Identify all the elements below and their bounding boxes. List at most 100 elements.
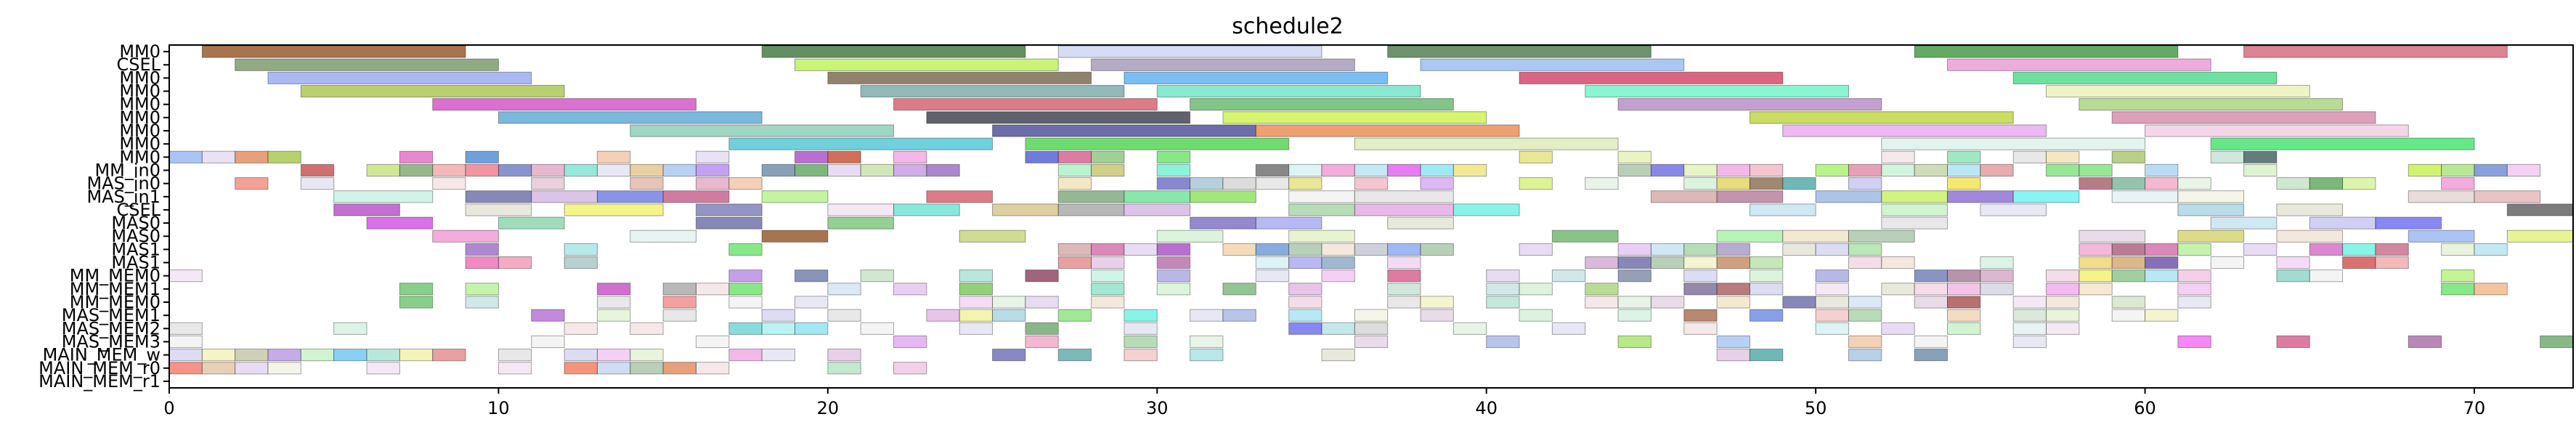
task-bar: [1519, 309, 1553, 322]
row-label: MAS0: [111, 226, 161, 246]
chart-title: schedule2: [1232, 14, 1344, 39]
task-bar: [1420, 177, 1454, 190]
task-bar: [926, 111, 1191, 124]
task-bar: [1354, 335, 1389, 349]
task-bar: [333, 349, 367, 362]
task-bar: [465, 296, 499, 309]
task-bar: [1881, 283, 1915, 296]
task-bar: [2243, 163, 2278, 177]
task-bar: [2276, 230, 2344, 243]
task-bar: [1881, 322, 1915, 335]
task-bar: [630, 177, 664, 190]
task-bar: [1288, 256, 1322, 269]
task-bar: [1255, 256, 1290, 269]
task-bar: [2012, 335, 2047, 349]
task-bar: [497, 256, 532, 269]
x-tick-label: 10: [487, 398, 510, 418]
task-bar: [1190, 309, 1224, 322]
task-bar: [1617, 243, 1651, 256]
task-bar: [761, 45, 1026, 58]
task-bar: [235, 58, 499, 71]
task-bar: [2145, 269, 2179, 283]
task-bar: [2243, 243, 2278, 256]
task-bar: [1124, 349, 1158, 362]
task-bar: [1452, 322, 1487, 335]
task-bar: [728, 243, 763, 256]
task-bar: [2012, 150, 2047, 163]
row-label: MAS0: [111, 213, 161, 233]
task-bar: [1848, 177, 1882, 190]
x-tick-label: 50: [1805, 398, 1827, 418]
task-bar: [959, 309, 994, 322]
task-bar: [1980, 269, 2014, 283]
task-bar: [1683, 243, 1718, 256]
task-bar: [2012, 190, 2080, 203]
task-bar: [1815, 190, 1882, 203]
task-bar: [630, 322, 664, 335]
task-bar: [2506, 163, 2541, 177]
task-bar: [1881, 163, 1915, 177]
task-bar: [2375, 216, 2442, 230]
task-bar: [2046, 269, 2080, 283]
task-bar: [2309, 216, 2376, 230]
task-bar: [1354, 309, 1389, 322]
task-bar: [1025, 335, 1059, 349]
task-bar: [1255, 177, 1290, 190]
x-tick-label: 30: [1146, 398, 1169, 418]
task-bar: [1091, 243, 1125, 256]
task-bar: [1486, 335, 1520, 349]
task-bar: [1057, 190, 1125, 203]
task-bar: [1057, 243, 1092, 256]
task-bar: [2408, 190, 2475, 203]
task-bar: [2210, 137, 2475, 150]
task-bar: [1683, 309, 1718, 322]
task-bar: [1617, 256, 1651, 269]
task-bar: [2111, 177, 2146, 190]
task-bar: [1782, 230, 1849, 243]
task-bar: [1749, 203, 1816, 216]
task-bar: [267, 150, 301, 163]
task-bar: [267, 362, 301, 375]
task-bar: [465, 163, 499, 177]
task-bar: [1387, 256, 1421, 269]
task-bar: [695, 203, 763, 216]
task-bar: [1288, 177, 1322, 190]
task-bar: [1452, 163, 1487, 177]
task-bar: [2177, 296, 2211, 309]
task-bar: [728, 296, 763, 309]
task-bar: [1288, 190, 1355, 203]
task-bar: [1585, 283, 1619, 296]
task-bar: [1519, 283, 1553, 296]
task-bar: [662, 283, 696, 296]
task-bar: [1716, 296, 1750, 309]
task-bar: [1585, 84, 1849, 98]
task-bar: [1156, 230, 1224, 243]
task-bar: [168, 269, 203, 283]
task-bar: [235, 177, 269, 190]
task-bar: [1848, 309, 1882, 322]
task-bar: [1881, 137, 2146, 150]
task-bar: [2506, 230, 2574, 243]
task-bar: [2506, 203, 2574, 216]
task-bar: [1387, 269, 1421, 283]
task-bar: [1222, 309, 1256, 322]
task-bar: [1057, 203, 1125, 216]
task-bar: [1057, 45, 1322, 58]
task-bar: [1683, 283, 1718, 296]
task-bar: [1354, 163, 1389, 177]
task-bar: [1387, 45, 1651, 58]
task-bar: [1683, 269, 1718, 283]
task-bar: [168, 335, 203, 349]
task-bar: [630, 124, 895, 137]
task-bar: [1617, 150, 1651, 163]
task-bar: [432, 98, 696, 111]
task-bar: [531, 163, 565, 177]
row-label: MM0: [119, 108, 161, 128]
task-bar: [366, 349, 400, 362]
task-bar: [564, 322, 598, 335]
task-bar: [168, 322, 203, 335]
task-bar: [399, 349, 434, 362]
task-bar: [1124, 203, 1191, 216]
task-bar: [893, 283, 927, 296]
task-bar: [1222, 111, 1487, 124]
